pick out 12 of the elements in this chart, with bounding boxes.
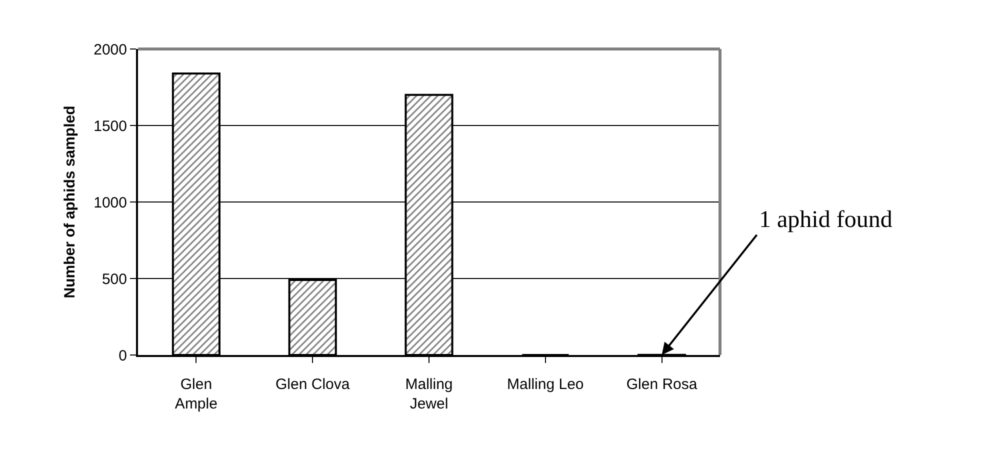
y-tick-label: 2000 xyxy=(94,41,127,58)
x-tick-label: Malling Jewel xyxy=(405,376,453,412)
x-tick-label: Glen Clova xyxy=(276,376,350,393)
y-tick-label: 0 xyxy=(118,347,127,364)
x-tick-label: Malling Leo xyxy=(507,376,584,393)
annotation: 1 aphid found xyxy=(759,207,892,233)
x-tick-label: Glen Ample xyxy=(174,376,218,412)
y-axis-title: Number of aphids sampled xyxy=(61,106,78,298)
y-tick-label: 500 xyxy=(102,270,127,288)
y-tick-label: 1500 xyxy=(94,118,127,135)
x-tick-label: Glen Rosa xyxy=(626,376,698,393)
y-tick-label: 1000 xyxy=(94,194,127,212)
